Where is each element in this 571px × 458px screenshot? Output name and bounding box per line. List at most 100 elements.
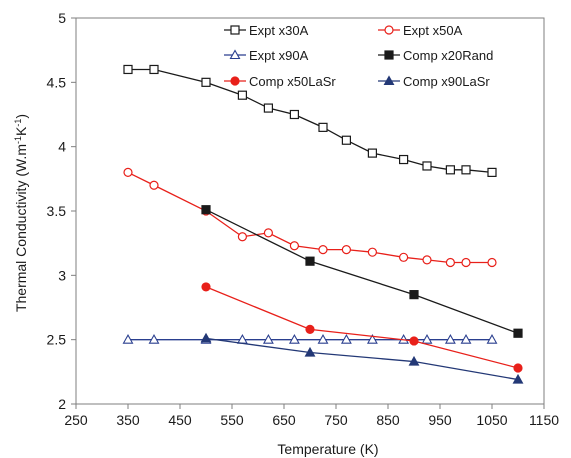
x-tick-label: 1050 <box>476 412 507 428</box>
legend-item-expt-x90a: Expt x90A <box>224 48 309 63</box>
y-tick-label: 4 <box>58 139 66 155</box>
legend-label-comp-x50lasr: Comp x50LaSr <box>249 74 336 89</box>
data-point-expt-x90a <box>444 334 456 344</box>
data-point-expt-x50a <box>341 245 351 255</box>
data-point-expt-x90a <box>421 334 433 344</box>
y-axis-ticks: 2 2.5 3 3.5 4 4.5 5 <box>47 10 76 412</box>
data-point-expt-x30a <box>422 161 432 171</box>
legend-marker-comp-x20rand <box>384 50 394 60</box>
series-line-comp-x50lasr <box>205 286 519 369</box>
data-point-comp-x20rand <box>409 290 419 300</box>
data-point-expt-x90a <box>288 334 300 344</box>
data-point-expt-x30a <box>201 77 211 87</box>
legend-item-expt-x50a: Expt x50A <box>378 23 463 38</box>
data-point-comp-x20rand <box>201 205 211 215</box>
data-point-comp-x90lasr <box>408 355 420 366</box>
data-point-expt-x30a <box>461 165 471 175</box>
legend-marker-comp-x90lasr <box>383 75 395 86</box>
data-point-comp-x50lasr <box>513 363 523 373</box>
legend-label-comp-x20rand: Comp x20Rand <box>403 48 493 63</box>
data-point-expt-x90a <box>317 334 329 344</box>
data-point-expt-x90a <box>122 334 134 344</box>
data-point-expt-x50a <box>263 228 273 238</box>
data-point-expt-x30a <box>149 64 159 75</box>
x-tick-label: 750 <box>324 412 348 428</box>
y-tick-label: 3 <box>58 267 66 283</box>
data-point-expt-x90a <box>366 334 378 344</box>
legend-marker-expt-x90a <box>229 49 241 60</box>
data-point-comp-x50lasr <box>201 282 211 292</box>
data-point-expt-x90a <box>148 334 160 344</box>
y-axis-title: Thermal Conductivity (W.m-1K-1) <box>13 114 29 312</box>
data-point-expt-x50a <box>422 255 432 265</box>
y-tick-label: 5 <box>58 10 66 26</box>
y-axis-title-main: Thermal Conductivity (W.m <box>13 144 29 312</box>
data-point-expt-x50a <box>123 167 133 177</box>
legend-marker-expt-x50a <box>384 25 394 35</box>
data-point-expt-x90a <box>486 334 498 344</box>
legend-marker-expt-x30a <box>230 25 240 35</box>
x-tick-label: 450 <box>168 412 192 428</box>
x-tick-label: 650 <box>272 412 296 428</box>
data-point-expt-x30a <box>318 122 328 132</box>
data-point-comp-x90lasr <box>304 346 316 357</box>
data-point-expt-x30a <box>367 148 377 158</box>
x-tick-label: 350 <box>116 412 140 428</box>
x-axis-title: Temperature (K) <box>277 441 378 457</box>
legend: Expt x30A Expt x50A Expt x90A Comp x20Rand C… <box>224 23 493 89</box>
x-axis-ticks: 250 350 450 550 650 750 850 950 1050 1150 <box>64 404 559 428</box>
legend-item-comp-x20rand: Comp x20Rand <box>378 48 493 63</box>
legend-item-comp-x50lasr: Comp x50LaSr <box>224 74 336 89</box>
legend-label-expt-x30a: Expt x30A <box>249 23 309 38</box>
x-tick-label: 550 <box>220 412 244 428</box>
data-point-expt-x50a <box>149 180 159 190</box>
data-point-comp-x50lasr <box>409 336 419 346</box>
y-tick-label: 4.5 <box>47 74 67 90</box>
series-line-comp-x20rand <box>205 209 519 334</box>
data-point-comp-x20rand <box>305 256 315 266</box>
data-point-expt-x30a <box>487 167 497 177</box>
data-point-expt-x30a <box>399 154 409 165</box>
x-tick-label: 950 <box>428 412 452 428</box>
data-point-expt-x50a <box>367 247 377 257</box>
x-tick-label: 250 <box>64 412 88 428</box>
y-axis-title-sup2: -1 <box>13 119 23 127</box>
series-line-comp-x90lasr <box>205 337 519 381</box>
legend-label-expt-x90a: Expt x90A <box>249 48 309 63</box>
y-axis-title-end: ) <box>13 114 29 119</box>
y-axis-title-mid: K <box>13 126 29 136</box>
legend-label-comp-x90lasr: Comp x90LaSr <box>403 74 490 89</box>
series-comp-x20rand <box>201 205 523 338</box>
legend-item-expt-x30a: Expt x30A <box>224 23 309 38</box>
data-point-expt-x50a <box>461 257 471 268</box>
x-tick-label: 1150 <box>529 412 559 428</box>
data-point-expt-x30a <box>445 165 455 175</box>
y-tick-label: 2 <box>58 396 66 412</box>
data-point-expt-x50a <box>399 252 409 262</box>
data-point-expt-x90a <box>262 334 274 344</box>
series-layer <box>122 64 524 384</box>
legend-marker-comp-x50lasr <box>230 76 240 86</box>
y-axis-title-sup1: -1 <box>13 136 23 144</box>
data-point-expt-x90a <box>460 334 472 344</box>
data-point-expt-x90a <box>340 334 352 344</box>
data-point-expt-x50a <box>487 257 497 268</box>
y-tick-label: 2.5 <box>47 332 67 348</box>
data-point-comp-x90lasr <box>200 332 212 343</box>
data-point-expt-x50a <box>237 232 247 242</box>
x-tick-label: 850 <box>376 412 400 428</box>
data-point-comp-x90lasr <box>512 373 524 384</box>
data-point-expt-x30a <box>341 135 351 145</box>
series-comp-x90lasr <box>200 332 524 384</box>
series-expt-x30a <box>123 64 497 177</box>
y-tick-label: 3.5 <box>47 203 67 219</box>
data-point-expt-x50a <box>445 257 455 268</box>
legend-label-expt-x50a: Expt x50A <box>403 23 463 38</box>
data-point-expt-x50a <box>318 245 328 255</box>
data-point-expt-x30a <box>123 64 133 75</box>
data-point-comp-x50lasr <box>305 324 315 334</box>
data-point-expt-x30a <box>237 90 247 100</box>
legend-item-comp-x90lasr: Comp x90LaSr <box>378 74 490 89</box>
